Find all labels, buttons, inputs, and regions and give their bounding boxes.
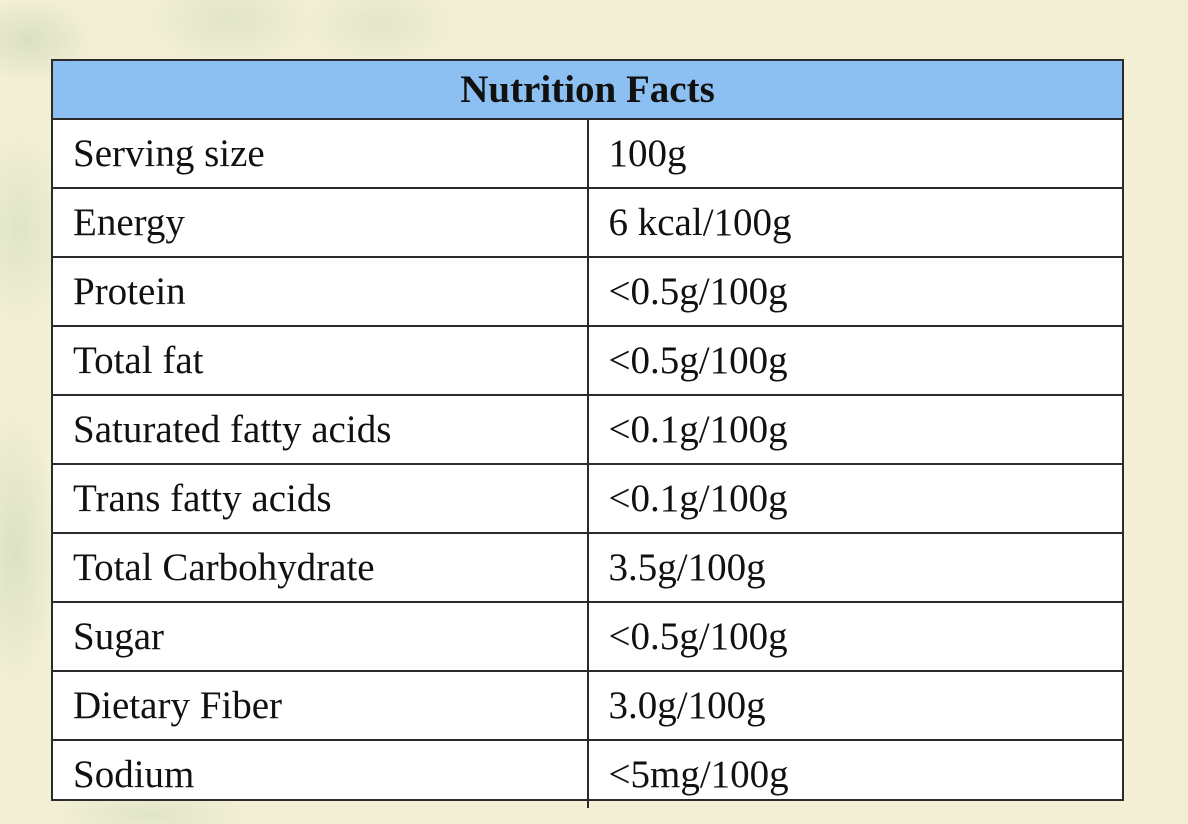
nutrition-facts-panel: Nutrition Facts Serving size 100g Energy… — [51, 59, 1124, 808]
table-row: Serving size 100g — [53, 119, 1122, 188]
nutrient-value: <0.1g/100g — [587, 394, 1122, 464]
table-row: Energy 6 kcal/100g — [53, 187, 1122, 257]
nutrient-value: <5mg/100g — [587, 739, 1122, 808]
table-row: Total fat <0.5g/100g — [53, 325, 1122, 395]
nutrient-name: Total Carbohydrate — [53, 532, 589, 602]
table-row: Protein <0.5g/100g — [53, 256, 1122, 326]
nutrient-name: Dietary Fiber — [53, 670, 589, 740]
nutrient-value: <0.5g/100g — [587, 325, 1122, 395]
nutrient-name: Total fat — [53, 325, 589, 395]
nutrient-value: 3.5g/100g — [587, 532, 1122, 602]
nutrient-value: 100g — [608, 132, 687, 175]
nutrient-value: <0.5g/100g — [587, 256, 1122, 326]
table-title: Nutrition Facts — [53, 61, 1122, 120]
nutrition-facts-table: Nutrition Facts Serving size 100g Energy… — [53, 61, 1122, 808]
nutrient-value: 3.0g/100g — [587, 670, 1122, 740]
nutrient-value: 6 kcal/100g — [587, 187, 1122, 257]
nutrient-name: Energy — [53, 187, 589, 257]
nutrient-name: Saturated fatty acids — [53, 394, 589, 464]
table-row: Trans fatty acids <0.1g/100g — [53, 463, 1122, 533]
table-row: Sugar <0.5g/100g — [53, 601, 1122, 671]
nutrient-value: <0.1g/100g — [587, 463, 1122, 533]
table-row: Saturated fatty acids <0.1g/100g — [53, 394, 1122, 464]
table-row: Sodium <5mg/100g — [53, 739, 1122, 808]
nutrient-name: Trans fatty acids — [53, 463, 589, 533]
nutrient-value: <0.5g/100g — [587, 601, 1122, 671]
nutrient-name: Sodium — [53, 739, 589, 808]
nutrient-name: Serving size — [53, 119, 589, 188]
table-row: Dietary Fiber 3.0g/100g — [53, 670, 1122, 740]
nutrient-name: Protein — [53, 256, 589, 326]
nutrient-name: Sugar — [53, 601, 589, 671]
table-row: Total Carbohydrate 3.5g/100g — [53, 532, 1122, 602]
table-header-row: Nutrition Facts — [53, 61, 1122, 120]
